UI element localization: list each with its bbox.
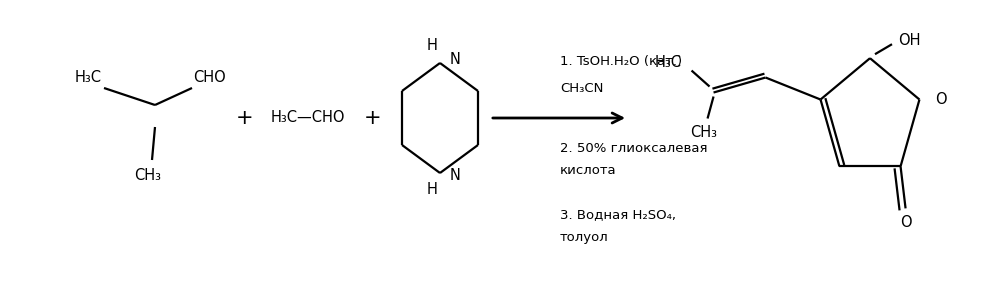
Text: CH₃: CH₃ <box>135 168 162 182</box>
Text: CH₃: CH₃ <box>690 125 717 140</box>
Text: кислота: кислота <box>560 164 616 177</box>
Text: N: N <box>450 168 461 184</box>
Text: +: + <box>236 108 254 128</box>
Text: +: + <box>365 108 382 128</box>
Text: H₃C: H₃C <box>75 70 102 86</box>
Text: CH₃CN: CH₃CN <box>560 81 603 95</box>
Text: толуол: толуол <box>560 230 608 244</box>
Text: 1. TsOH.H₂O (кат.): 1. TsOH.H₂O (кат.) <box>560 56 682 68</box>
Text: CHO: CHO <box>194 70 227 86</box>
Text: O: O <box>935 92 947 107</box>
Text: N: N <box>450 52 461 68</box>
Text: H: H <box>427 38 438 54</box>
Text: H₃C—CHO: H₃C—CHO <box>271 111 346 125</box>
Text: O: O <box>900 215 911 230</box>
Text: 3. Водная H₂SO₄,: 3. Водная H₂SO₄, <box>560 208 676 221</box>
Text: H₃C: H₃C <box>654 55 681 70</box>
Text: H: H <box>427 182 438 198</box>
Text: 2. 50% глиоксалевая: 2. 50% глиоксалевая <box>560 141 707 155</box>
Text: OH: OH <box>898 33 920 48</box>
